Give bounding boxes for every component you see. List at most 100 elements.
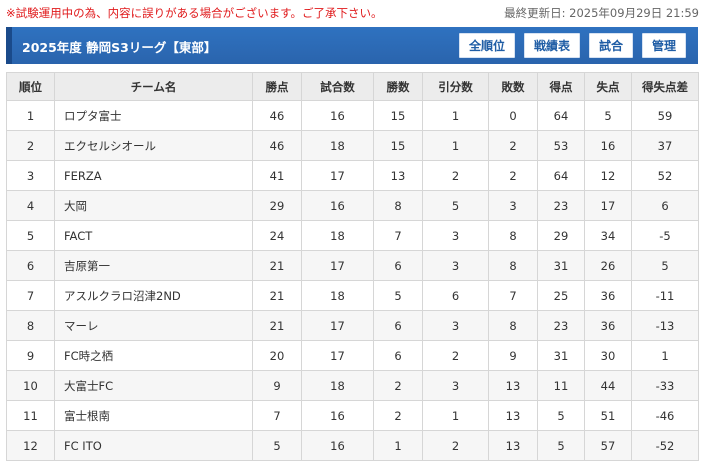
cell-draws: 3 [422,310,489,341]
cell-goals-for: 5 [537,430,585,461]
cell-losses: 13 [488,400,538,431]
cell-goal-difference: -11 [631,280,699,311]
cell-played: 16 [301,430,374,461]
cell-rank: 4 [6,190,55,221]
cell-rank: 11 [6,400,55,431]
cell-losses: 13 [488,370,538,401]
results-table-button[interactable]: 戦績表 [523,33,580,58]
cell-played: 16 [301,190,374,221]
cell-team-name: 吉原第一 [54,250,253,281]
page-title: 2025年度 静岡S3リーグ【東部】 [22,40,217,55]
cell-losses: 13 [488,430,538,461]
table-row: 11 富士根南 7 16 2 1 13 5 51 -46 [6,400,699,431]
table-header-row: 順位 チーム名 勝点 試合数 勝数 引分数 敗数 得点 失点 得失点差 [6,72,699,101]
cell-goals-for: 25 [537,280,585,311]
column-header-goals-for: 得点 [537,72,585,101]
cell-goals-against: 34 [584,220,632,251]
cell-losses: 8 [488,220,538,251]
cell-rank: 8 [6,310,55,341]
cell-draws: 1 [422,400,489,431]
cell-goals-for: 23 [537,190,585,221]
cell-draws: 3 [422,250,489,281]
cell-rank: 9 [6,340,55,371]
cell-points: 46 [252,100,302,131]
cell-rank: 10 [6,370,55,401]
cell-points: 46 [252,130,302,161]
cell-goals-for: 64 [537,160,585,191]
cell-rank: 6 [6,250,55,281]
cell-played: 17 [301,310,374,341]
cell-wins: 1 [373,430,423,461]
cell-rank: 5 [6,220,55,251]
table-row: 8 マーレ 21 17 6 3 8 23 36 -13 [6,310,699,341]
cell-goals-against: 57 [584,430,632,461]
cell-goal-difference: 6 [631,190,699,221]
last-updated: 最終更新日: 2025年09月29日 21:59 [504,6,699,20]
cell-losses: 3 [488,190,538,221]
cell-goals-against: 30 [584,340,632,371]
cell-draws: 2 [422,430,489,461]
table-row: 2 エクセルシオール 46 18 15 1 2 53 16 37 [6,130,699,161]
cell-goals-against: 44 [584,370,632,401]
cell-rank: 7 [6,280,55,311]
cell-rank: 12 [6,430,55,461]
cell-goals-against: 16 [584,130,632,161]
cell-team-name: マーレ [54,310,253,341]
cell-goals-for: 29 [537,220,585,251]
cell-team-name: ロプタ富士 [54,100,253,131]
cell-goal-difference: 37 [631,130,699,161]
table-row: 9 FC時之栖 20 17 6 2 9 31 30 1 [6,340,699,371]
cell-goals-against: 51 [584,400,632,431]
cell-points: 21 [252,250,302,281]
cell-goals-for: 31 [537,250,585,281]
cell-goal-difference: 1 [631,340,699,371]
cell-rank: 2 [6,130,55,161]
cell-team-name: FACT [54,220,253,251]
cell-goals-against: 36 [584,280,632,311]
cell-team-name: FERZA [54,160,253,191]
cell-goal-difference: -46 [631,400,699,431]
cell-losses: 7 [488,280,538,311]
cell-goals-for: 53 [537,130,585,161]
cell-points: 21 [252,280,302,311]
table-row: 7 アスルクラロ沼津2ND 21 18 5 6 7 25 36 -11 [6,280,699,311]
top-line: ※試験運用中の為、内容に誤りがある場合がございます。ご了承下さい。 最終更新日:… [6,5,699,21]
column-header-losses: 敗数 [488,72,538,101]
table-row: 6 吉原第一 21 17 6 3 8 31 26 5 [6,250,699,281]
nav-buttons: 全順位 戦績表 試合 管理 [458,33,686,58]
column-header-goals-against: 失点 [584,72,632,101]
cell-points: 29 [252,190,302,221]
cell-wins: 15 [373,100,423,131]
admin-button[interactable]: 管理 [641,33,686,58]
cell-team-name: アスルクラロ沼津2ND [54,280,253,311]
cell-points: 20 [252,340,302,371]
cell-losses: 0 [488,100,538,131]
standings-table: 順位 チーム名 勝点 試合数 勝数 引分数 敗数 得点 失点 得失点差 1 ロプタ富士 46 16 15 1… [6,72,699,461]
cell-losses: 8 [488,310,538,341]
table-row: 4 大岡 29 16 8 5 3 23 17 6 [6,190,699,221]
cell-team-name: 富士根南 [54,400,253,431]
cell-goal-difference: -52 [631,430,699,461]
table-row: 5 FACT 24 18 7 3 8 29 34 -5 [6,220,699,251]
cell-wins: 6 [373,340,423,371]
cell-goals-against: 26 [584,250,632,281]
matches-button[interactable]: 試合 [588,33,633,58]
cell-goal-difference: 59 [631,100,699,131]
cell-team-name: FC時之栖 [54,340,253,371]
cell-wins: 2 [373,370,423,401]
cell-losses: 9 [488,340,538,371]
cell-goals-against: 17 [584,190,632,221]
cell-draws: 2 [422,160,489,191]
cell-played: 18 [301,370,374,401]
cell-goals-against: 36 [584,310,632,341]
column-header-goal-difference: 得失点差 [631,72,699,101]
cell-goals-against: 12 [584,160,632,191]
cell-losses: 2 [488,160,538,191]
cell-wins: 6 [373,310,423,341]
cell-goal-difference: 5 [631,250,699,281]
cell-played: 16 [301,400,374,431]
cell-team-name: 大富士FC [54,370,253,401]
cell-points: 5 [252,430,302,461]
all-standings-button[interactable]: 全順位 [458,33,515,58]
cell-goal-difference: -13 [631,310,699,341]
